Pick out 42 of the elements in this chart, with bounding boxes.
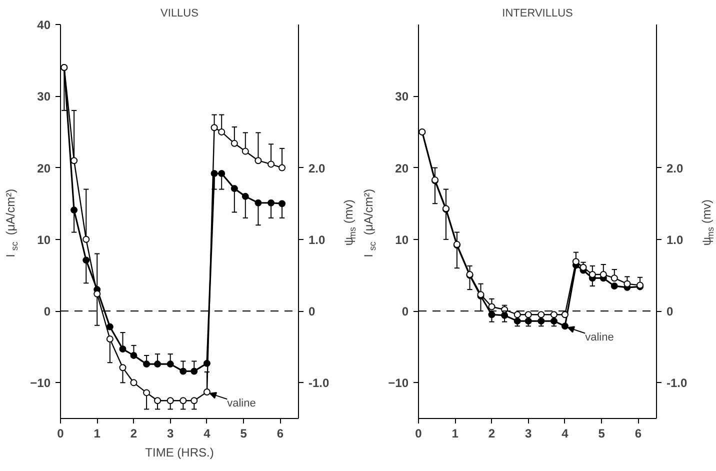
y2-tick-label: 1.0 (666, 232, 684, 247)
y-tick-label: −10 (388, 376, 409, 390)
y-tick-label: 10 (37, 232, 51, 247)
x-tick-label: 1 (452, 426, 459, 440)
x-tick-label: 3 (525, 426, 532, 440)
chart-title: INTERVILLUS (502, 8, 573, 20)
y-tick-label: 40 (37, 18, 51, 32)
y2-axis-title: ψms (mv) (342, 199, 358, 246)
x-tick-label: 6 (634, 426, 642, 440)
chart-title: VILLUS (160, 8, 198, 20)
y-axis-title: Isc (μA/cm²) (4, 188, 20, 258)
y2-axis-title: ψms (mv) (700, 199, 716, 246)
x-tick-label: 5 (240, 426, 248, 440)
x-tick-label: 3 (167, 426, 174, 440)
y-tick-label: 30 (395, 90, 409, 104)
x-tick-label: 0 (415, 426, 422, 440)
y2-tick-label: 0 (666, 304, 674, 319)
annotation: valine (585, 332, 614, 344)
x-tick-label: 2 (130, 426, 138, 440)
annotation: valine (227, 397, 256, 410)
y-tick-label: 10 (395, 232, 409, 247)
y-tick-label: 0 (44, 304, 51, 319)
y2-tick-label: 1.0 (308, 232, 326, 247)
y-axis-title: Isc (μA/cm²) (362, 188, 378, 258)
x-tick-label: 6 (276, 426, 284, 440)
y-tick-label: 0 (402, 304, 409, 319)
x-tick-label: 2 (488, 426, 496, 440)
y-tick-label: 30 (37, 90, 51, 104)
y-tick-label: 20 (37, 161, 51, 176)
y2-tick-label: 2.0 (666, 161, 684, 176)
y2-tick-label: -1.0 (308, 376, 330, 390)
y2-tick-label: 0 (308, 304, 316, 319)
y2-tick-label: -1.0 (666, 376, 688, 390)
x-tick-label: 4 (562, 426, 569, 440)
y-tick-label: 20 (395, 161, 409, 176)
x-tick-label: 0 (57, 426, 64, 440)
y-tick-label: −10 (30, 376, 51, 390)
x-axis-title: TIME (HRS.) (145, 446, 214, 460)
x-tick-label: 5 (598, 426, 606, 440)
x-tick-label: 4 (204, 426, 211, 440)
x-tick-label: 1 (94, 426, 101, 440)
y2-tick-label: 2.0 (308, 161, 326, 176)
